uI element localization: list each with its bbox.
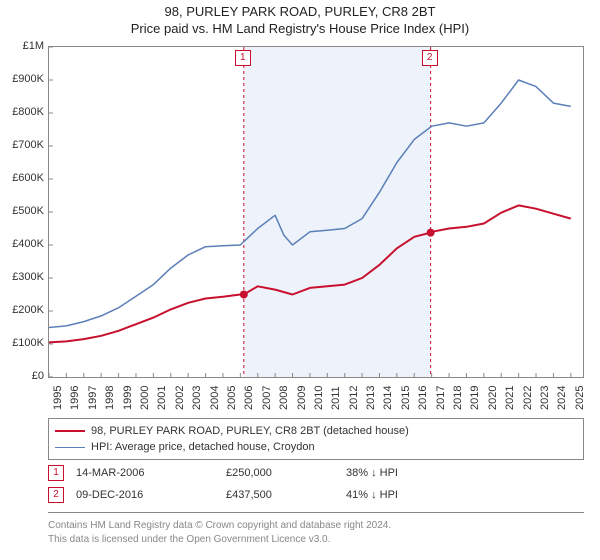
x-tick-label: 1997 xyxy=(87,386,99,410)
sales-marker-2: 2 xyxy=(48,487,64,503)
x-tick-label: 2023 xyxy=(539,386,551,410)
y-tick-label: £100K xyxy=(0,337,44,349)
sales-diff-1: 38% ↓ HPI xyxy=(346,467,466,479)
legend-line-hpi xyxy=(55,447,85,448)
legend-label-property: 98, PURLEY PARK ROAD, PURLEY, CR8 2BT (d… xyxy=(91,425,409,437)
x-tick-label: 2000 xyxy=(139,386,151,410)
x-tick-label: 2006 xyxy=(243,386,255,410)
x-tick-label: 2008 xyxy=(278,386,290,410)
y-tick-label: £600K xyxy=(0,172,44,184)
sales-marker-1: 1 xyxy=(48,465,64,481)
x-tick-label: 2021 xyxy=(504,386,516,410)
sales-row-2: 2 09-DEC-2016 £437,500 41% ↓ HPI xyxy=(48,484,584,506)
y-tick-label: £500K xyxy=(0,205,44,217)
x-tick-label: 2007 xyxy=(261,386,273,410)
x-tick-label: 2017 xyxy=(435,386,447,410)
legend-item-hpi: HPI: Average price, detached house, Croy… xyxy=(55,439,577,455)
chart-title-block: 98, PURLEY PARK ROAD, PURLEY, CR8 2BT Pr… xyxy=(0,0,600,36)
attribution-line2: This data is licensed under the Open Gov… xyxy=(48,533,584,547)
y-tick-label: £800K xyxy=(0,106,44,118)
y-tick-label: £900K xyxy=(0,73,44,85)
x-tick-label: 2025 xyxy=(574,386,586,410)
legend: 98, PURLEY PARK ROAD, PURLEY, CR8 2BT (d… xyxy=(48,418,584,460)
x-tick-label: 2010 xyxy=(313,386,325,410)
y-tick-label: £0 xyxy=(0,370,44,382)
legend-item-property: 98, PURLEY PARK ROAD, PURLEY, CR8 2BT (d… xyxy=(55,423,577,439)
chart-title-line2: Price paid vs. HM Land Registry's House … xyxy=(0,21,600,36)
x-tick-label: 2020 xyxy=(487,386,499,410)
x-tick-label: 1999 xyxy=(122,386,134,410)
sales-diff-2: 41% ↓ HPI xyxy=(346,489,466,501)
legend-label-hpi: HPI: Average price, detached house, Croy… xyxy=(91,441,315,453)
x-tick-label: 2024 xyxy=(556,386,568,410)
y-tick-label: £700K xyxy=(0,139,44,151)
sales-date-1: 14-MAR-2006 xyxy=(76,467,226,479)
callout-box-2: 2 xyxy=(422,50,438,66)
chart-svg xyxy=(49,47,583,377)
attribution: Contains HM Land Registry data © Crown c… xyxy=(48,512,584,546)
x-tick-label: 2014 xyxy=(382,386,394,410)
sales-date-2: 09-DEC-2016 xyxy=(76,489,226,501)
x-tick-label: 1995 xyxy=(52,386,64,410)
x-tick-label: 1998 xyxy=(104,386,116,410)
x-tick-label: 2015 xyxy=(400,386,412,410)
x-tick-label: 2019 xyxy=(469,386,481,410)
x-tick-label: 2009 xyxy=(296,386,308,410)
sales-price-2: £437,500 xyxy=(226,489,346,501)
x-tick-label: 2022 xyxy=(522,386,534,410)
y-tick-label: £200K xyxy=(0,304,44,316)
x-tick-label: 2016 xyxy=(417,386,429,410)
x-tick-label: 2012 xyxy=(348,386,360,410)
x-tick-label: 2002 xyxy=(174,386,186,410)
legend-line-property xyxy=(55,430,85,432)
x-tick-label: 1996 xyxy=(69,386,81,410)
x-tick-label: 2001 xyxy=(156,386,168,410)
sales-price-1: £250,000 xyxy=(226,467,346,479)
chart-plot-area xyxy=(48,46,584,378)
x-tick-label: 2013 xyxy=(365,386,377,410)
attribution-line1: Contains HM Land Registry data © Crown c… xyxy=(48,519,584,533)
callout-box-1: 1 xyxy=(235,50,251,66)
y-tick-label: £300K xyxy=(0,271,44,283)
sales-row-1: 1 14-MAR-2006 £250,000 38% ↓ HPI xyxy=(48,462,584,484)
x-tick-label: 2003 xyxy=(191,386,203,410)
sales-table: 1 14-MAR-2006 £250,000 38% ↓ HPI 2 09-DE… xyxy=(48,462,584,506)
x-tick-label: 2018 xyxy=(452,386,464,410)
x-tick-label: 2004 xyxy=(209,386,221,410)
chart-title-line1: 98, PURLEY PARK ROAD, PURLEY, CR8 2BT xyxy=(0,4,600,19)
y-tick-label: £400K xyxy=(0,238,44,250)
y-tick-label: £1M xyxy=(0,40,44,52)
x-tick-label: 2011 xyxy=(330,386,342,410)
x-tick-label: 2005 xyxy=(226,386,238,410)
